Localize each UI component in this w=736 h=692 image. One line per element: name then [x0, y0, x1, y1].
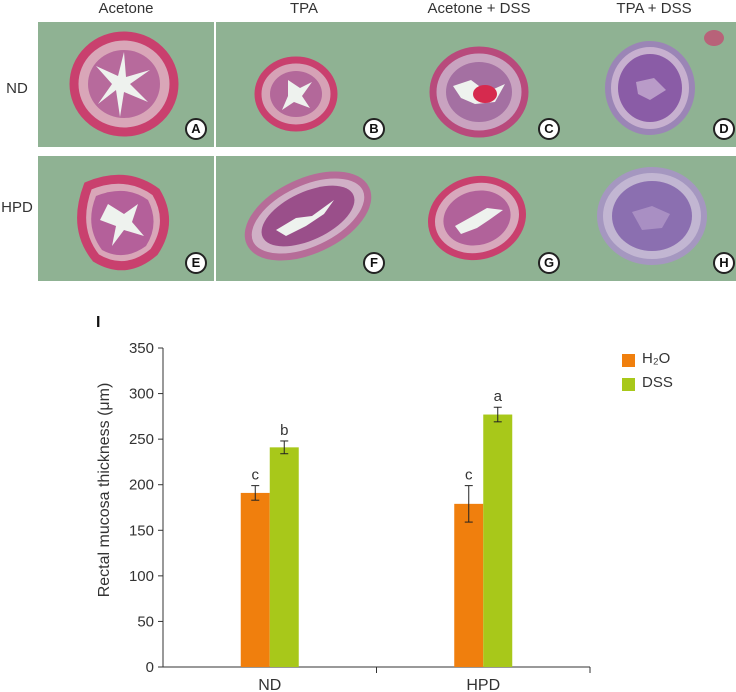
significance-letter: a: [494, 388, 503, 405]
legend-label-h2o: H₂O: [642, 350, 671, 367]
column-label-acetone-dss: Acetone + DSS: [427, 0, 531, 17]
bar: [269, 447, 299, 667]
micrograph-panel-a: A: [38, 22, 214, 147]
micrograph-panel-e: E: [38, 156, 214, 281]
y-tick-label: 50: [137, 613, 154, 630]
panel-letter-badge: D: [713, 118, 735, 140]
panel-letter-badge: E: [185, 252, 207, 274]
legend-swatch-h2o: [622, 354, 635, 367]
column-label-acetone: Acetone: [98, 0, 154, 17]
chart-axes: 0 50 100 150 200 250 300 350 ND HPD: [129, 340, 591, 692]
y-tick-label: 150: [129, 522, 154, 539]
significance-letter: b: [280, 422, 288, 439]
tissue-image: [38, 156, 214, 281]
panel-letter-i: I: [96, 314, 100, 331]
legend-swatch-dss: [622, 378, 635, 391]
panel-letter-badge: H: [713, 252, 735, 274]
tissue-image: [566, 156, 736, 281]
bar-chart: I 0 50 100 150 200 250 300 350 ND HPD c b c a Rectal…: [96, 314, 591, 692]
tissue-image: [38, 22, 214, 147]
bar: [454, 503, 484, 667]
panel-letter-badge: A: [185, 118, 207, 140]
micrograph-panel-f: F: [216, 156, 392, 281]
micrograph-panel-g: G: [391, 156, 567, 281]
micrograph-panel-h: H: [566, 156, 736, 281]
tissue-image: [216, 156, 392, 281]
column-label-tpa: TPA: [289, 0, 319, 17]
tissue-image: [391, 156, 567, 281]
y-tick-label: 300: [129, 386, 154, 403]
micrograph-panel-c: C: [391, 22, 567, 147]
row-label-hpd: HPD: [1, 199, 33, 216]
bar: [240, 492, 270, 667]
y-tick-label: 250: [129, 431, 154, 448]
significance-letter: c: [465, 467, 473, 484]
panel-letter-badge: G: [538, 252, 560, 274]
legend-label-dss: DSS: [642, 374, 673, 391]
x-tick-label: ND: [258, 677, 281, 692]
micrograph-panel-d: D: [566, 22, 736, 147]
panel-letter-badge: F: [363, 252, 385, 274]
bar: [483, 414, 513, 667]
tissue-image: [216, 22, 392, 147]
tissue-image: [391, 22, 567, 147]
significance-letter: c: [252, 467, 260, 484]
row-label-nd: ND: [6, 80, 28, 97]
chart-bars: c b c a: [240, 388, 513, 667]
column-label-tpa-dss: TPA + DSS: [616, 0, 692, 17]
panel-letter-badge: C: [538, 118, 560, 140]
tissue-image: [566, 22, 736, 147]
y-tick-label: 100: [129, 568, 154, 585]
y-axis-label: Rectal mucosa thickness (μm): [96, 383, 113, 598]
y-tick-label: 350: [129, 340, 154, 357]
y-tick-label: 0: [146, 659, 154, 676]
y-tick-label: 200: [129, 477, 154, 494]
x-tick-label: HPD: [466, 677, 500, 692]
micrograph-panel-b: B: [216, 22, 392, 147]
panel-letter-badge: B: [363, 118, 385, 140]
